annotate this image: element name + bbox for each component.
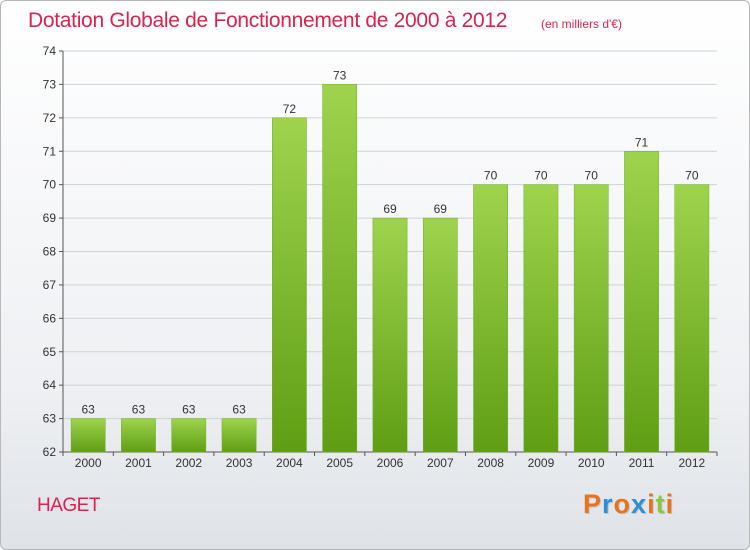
data-label: 71: [635, 135, 649, 149]
x-tick-label: 2007: [427, 456, 454, 470]
data-label: 63: [132, 403, 146, 417]
y-tick-label: 74: [43, 44, 57, 58]
x-tick-label: 2012: [678, 456, 705, 470]
y-tick-label: 63: [43, 412, 57, 426]
bar: [372, 217, 408, 453]
data-label: 69: [434, 202, 448, 216]
y-tick-label: 68: [43, 245, 57, 259]
chart-title: Dotation Globale de Fonctionnement de 20…: [28, 9, 508, 32]
data-label: 70: [585, 169, 599, 183]
axes: 62 63 64 65 66 67 68 69 70 71 72 73 74 2000 2001 2002 20…: [43, 44, 718, 470]
bar: [70, 418, 106, 453]
data-label: 69: [383, 202, 397, 216]
bar: [121, 418, 156, 453]
data-label: 63: [182, 403, 196, 417]
bar: [422, 217, 458, 453]
x-tick-label: 2004: [276, 456, 303, 470]
bar: [272, 117, 307, 453]
data-labels: 63 63 63 63 72 73 69 69 70 70 70 71 70: [81, 68, 698, 416]
bar: [523, 184, 559, 453]
x-tick-label: 2010: [578, 456, 605, 470]
x-tick-label: 2002: [175, 456, 202, 470]
y-tick-label: 64: [43, 378, 57, 392]
y-tick-label: 70: [43, 178, 57, 192]
logo-letter: i: [665, 489, 675, 519]
data-label: 63: [81, 403, 95, 417]
logo-letter: o: [613, 489, 632, 519]
data-label: 73: [333, 68, 347, 82]
x-tick-label: 2001: [125, 456, 152, 470]
x-tick-label: 2003: [226, 456, 253, 470]
y-tick-label: 67: [43, 278, 57, 292]
bar: [674, 184, 710, 453]
proxiti-logo[interactable]: Proxiti: [583, 489, 674, 520]
bars: [70, 84, 710, 453]
logo-letter: x: [631, 489, 648, 519]
data-label: 70: [534, 169, 548, 183]
data-label: 63: [232, 403, 246, 417]
y-tick-label: 65: [43, 345, 57, 359]
bar: [473, 184, 508, 453]
logo-letter: i: [647, 489, 656, 519]
commune-name: HAGET: [37, 495, 100, 516]
y-tick-label: 71: [43, 144, 57, 158]
x-tick-label: 2005: [326, 456, 353, 470]
bar: [171, 418, 207, 453]
y-tick-label: 62: [43, 445, 57, 459]
x-tick-label: 2000: [75, 456, 102, 470]
data-label: 72: [283, 102, 297, 116]
x-tick-label: 2009: [528, 456, 555, 470]
data-label: 70: [484, 169, 498, 183]
chart-unit: (en milliers d'€): [541, 17, 622, 31]
x-tick-label: 2011: [629, 456, 655, 470]
x-tick-label: 2006: [377, 456, 404, 470]
bar: [322, 84, 358, 453]
y-tick-label: 72: [43, 111, 57, 125]
logo-letter: r: [602, 489, 614, 519]
y-tick-label: 73: [43, 77, 57, 91]
logo-letter: P: [583, 489, 603, 519]
bar: [221, 418, 257, 453]
y-tick-label: 69: [43, 211, 57, 225]
x-tick-label: 2008: [477, 456, 504, 470]
logo-letter: t: [655, 489, 666, 519]
data-label: 70: [685, 169, 699, 183]
bar: [573, 184, 609, 453]
y-tick-label: 66: [43, 311, 57, 325]
bar: [624, 151, 659, 453]
